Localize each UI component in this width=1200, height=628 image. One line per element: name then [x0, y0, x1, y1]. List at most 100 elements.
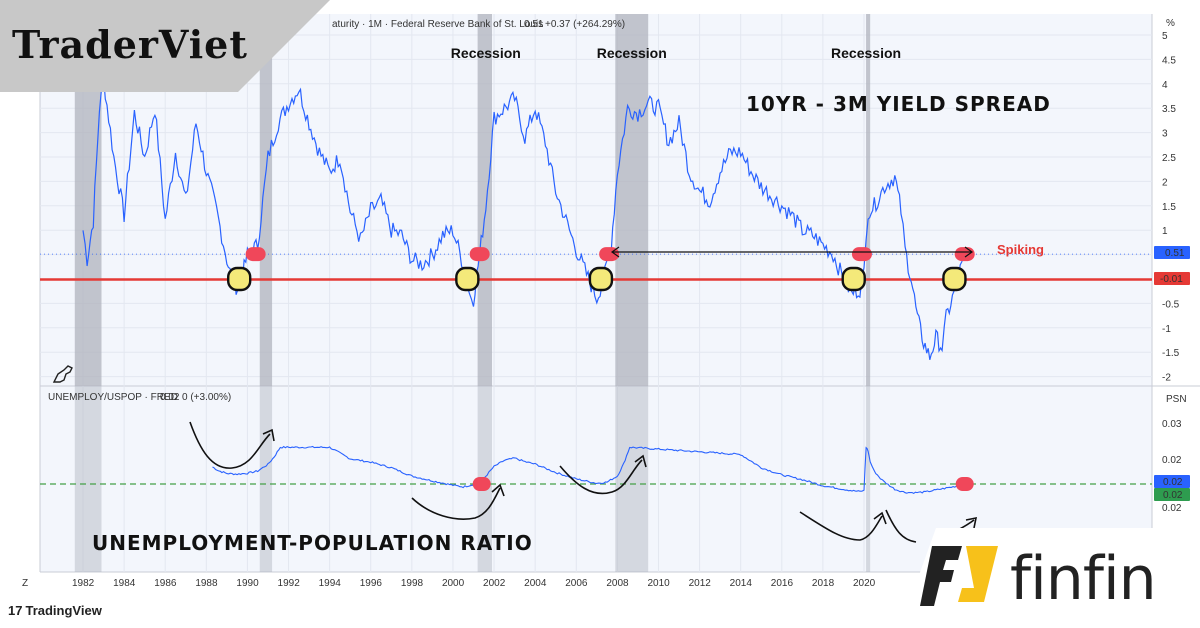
lower-red-pill-marker-1	[955, 477, 974, 491]
dinosaur-icon[interactable]	[52, 365, 73, 383]
yellow-circle-marker-2	[588, 266, 614, 292]
lower-red-pill-marker-0	[472, 477, 491, 491]
badge-lower-1-bg	[1154, 475, 1190, 488]
yellow-circle-marker-1	[455, 266, 480, 292]
badge-spread-current-bg	[1154, 246, 1190, 259]
y-tick-label-9: 2.5	[1162, 153, 1176, 164]
curve-arrow-2019-head	[873, 511, 887, 525]
recession-band-lower-4	[866, 386, 871, 572]
lower-series-title[interactable]: UNEMPLOY/USPOP · FRED	[48, 392, 178, 403]
x-tick-label-13: 2008	[606, 578, 629, 589]
series-value: 0.51	[524, 19, 544, 30]
y-tick-label-11: 3.5	[1162, 104, 1176, 115]
y-tick-label-8: 2	[1162, 177, 1168, 188]
tradingview-mark-icon: 17	[8, 603, 23, 618]
x-tick-label-5: 1992	[278, 578, 301, 589]
spiking-label: Spiking	[997, 242, 1044, 257]
curve-arrow-2001-head	[491, 483, 505, 497]
main-chart-title: 10YR - 3M YIELD SPREAD	[746, 92, 1051, 116]
finfin-mark-f	[920, 546, 962, 606]
lower-y-tick-label-1: 0.02	[1162, 455, 1182, 466]
curve-arrow-2021	[885, 509, 917, 543]
spread-arrow-left-head	[610, 246, 620, 258]
yellow-circle-marker-3	[841, 266, 866, 292]
curve-arrow-2006	[559, 459, 643, 495]
badge-red-line-text: -0.01	[1160, 274, 1183, 285]
x-tick-label-0: 1982	[72, 578, 95, 589]
finfin-logo: finfin	[1010, 544, 1157, 614]
red-pill-marker-1	[469, 247, 490, 262]
spread-arrow-right-head	[964, 246, 974, 258]
dinosaur-icon-body	[52, 365, 73, 383]
tradingview-logo[interactable]: 17 TradingView	[8, 603, 102, 618]
x-tick-label-10: 2002	[483, 578, 506, 589]
finfin-mark-icon	[920, 546, 998, 606]
red-pill-marker-0	[245, 247, 266, 262]
x-tick-label-16: 2014	[730, 578, 753, 589]
spread-arrow	[610, 246, 974, 258]
lower-series-change: 0 (+3.00%)	[182, 392, 231, 403]
y-tick-label-2: -1	[1162, 324, 1171, 335]
curve-arrow-2023-head	[965, 516, 978, 529]
series-title[interactable]: aturity · 1M · Federal Reserve Bank of S…	[332, 19, 543, 30]
curve-arrow-2019	[799, 511, 883, 541]
y-tick-label-14: 5	[1162, 31, 1168, 42]
y-tick-label-12: 4	[1162, 80, 1168, 91]
recession-band-4	[866, 14, 871, 386]
recession-band-lower-0	[74, 386, 102, 572]
recession-band-2	[477, 14, 492, 386]
x-tick-label-18: 2018	[812, 578, 835, 589]
series-change: +0.37 (+264.29%)	[545, 19, 625, 30]
y-tick-label-0: -2	[1162, 373, 1171, 384]
lower-scale-label: PSN	[1166, 394, 1187, 405]
x-tick-label-17: 2016	[771, 578, 794, 589]
recession-band-3	[615, 14, 649, 386]
y-tick-label-7: 1.5	[1162, 202, 1176, 213]
x-tick-label-8: 1998	[401, 578, 424, 589]
recession-label-0: Recession	[451, 45, 521, 61]
recession-labels: Recession Recession Recession	[451, 45, 901, 61]
hand-drawn-markers	[226, 247, 975, 491]
curve-arrow-2001	[411, 487, 501, 520]
x-tick-label-1: 1984	[113, 578, 136, 589]
curve-arrow-1990	[189, 421, 271, 469]
y-tick-label-6: 1	[1162, 226, 1168, 237]
badge-lower-1: 0.02	[1154, 475, 1190, 488]
y-tick-label-1: -1.5	[1162, 348, 1180, 359]
badge-spread-current-text: 0.51	[1165, 248, 1185, 259]
finfin-mark-j	[958, 546, 998, 602]
x-tick-label-9: 2000	[442, 578, 465, 589]
unit-label: %	[1166, 18, 1175, 29]
tradingview-logo-text: TradingView	[25, 603, 102, 618]
yellow-circle-marker-0	[226, 266, 252, 292]
badge-lower-1-text: 0.02	[1163, 477, 1183, 488]
time-scale-corner-label[interactable]: Z	[22, 578, 28, 589]
x-tick-label-12: 2006	[565, 578, 588, 589]
recession-band-lower-1	[259, 386, 273, 572]
y-tick-label-10: 3	[1162, 129, 1168, 140]
recession-label-2: Recession	[831, 45, 901, 61]
badge-red-line: -0.01	[1154, 272, 1190, 285]
unemployment-series-line[interactable]	[212, 445, 968, 495]
badge-spread-current: 0.51	[1154, 246, 1190, 259]
recession-label-1: Recession	[597, 45, 667, 61]
recession-bands	[74, 14, 871, 386]
curve-arrow-2006-head	[634, 454, 647, 468]
lower-series-value: 0.02	[160, 392, 180, 403]
time-scale-ticks[interactable]: 1982 1984 1986 1988 1990 1992 1994 1996 1998 2000…	[72, 578, 876, 589]
x-tick-label-2: 1986	[154, 578, 177, 589]
x-tick-label-4: 1990	[236, 578, 259, 589]
badge-lower-2: 0.02	[1154, 488, 1190, 501]
y-tick-label-3: -0.5	[1162, 299, 1180, 310]
x-tick-label-11: 2004	[524, 578, 547, 589]
x-tick-label-19: 2020	[853, 578, 876, 589]
lower-chart-title: UNEMPLOYMENT-POPULATION RATIO	[92, 531, 533, 555]
x-tick-label-15: 2012	[689, 578, 712, 589]
red-pill-marker-4	[954, 247, 975, 262]
x-tick-label-6: 1994	[319, 578, 342, 589]
badge-red-line-bg	[1154, 272, 1190, 285]
lower-y-tick-label-0: 0.02	[1162, 503, 1182, 514]
price-scale-ticks[interactable]: -2 -1.5 -1 -0.5 1 1.5 2 2.5 3 3.5 4 4.5 5 0.02 0.02 0.0…	[1162, 31, 1182, 514]
red-pill-marker-3	[851, 247, 872, 262]
